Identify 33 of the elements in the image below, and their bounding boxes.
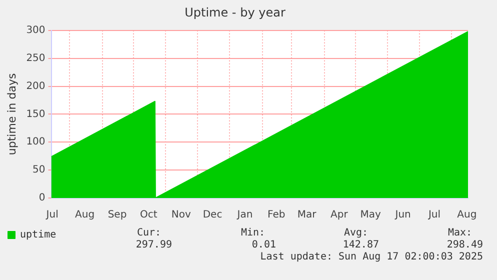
- x-tick-label: Aug: [75, 210, 95, 221]
- x-tick-label: Jul: [45, 210, 58, 221]
- text: Max:: [448, 228, 472, 239]
- x-tick-label: Aug: [457, 210, 477, 221]
- text: 142.87: [342, 240, 379, 251]
- text: Cur:: [137, 228, 162, 239]
- text: 0.01: [252, 240, 276, 251]
- x-tick-label: Nov: [171, 210, 191, 221]
- x-tick-label: Mar: [297, 210, 318, 221]
- y-tick-label: 300: [26, 24, 46, 36]
- x-tick-label: Sep: [108, 210, 127, 221]
- legend-label: uptime: [20, 230, 56, 241]
- x-tick-label: Apr: [330, 210, 349, 221]
- y-tick-label: 0: [38, 192, 46, 204]
- chart-title: Uptime - by year: [184, 5, 286, 20]
- y-tick-label: 150: [26, 108, 46, 120]
- x-tick-label: Dec: [202, 210, 222, 221]
- x-tick-label: Jan: [236, 210, 253, 221]
- y-tick-label: 200: [26, 80, 46, 92]
- text: Avg:: [344, 228, 368, 239]
- y-tick-label: 100: [26, 136, 46, 148]
- x-tick-label: Feb: [268, 210, 286, 221]
- y-tick-label: 250: [26, 52, 46, 64]
- text: 297.99: [136, 240, 172, 251]
- text: Last update: Sun Aug 17 02:00:03 2025: [260, 252, 483, 263]
- y-tick-label: 50: [32, 164, 46, 176]
- x-tick-label: Oct: [140, 210, 158, 221]
- x-tick-label: Jul: [427, 210, 441, 221]
- x-tick-label: May: [360, 210, 382, 221]
- text: 298.49: [446, 240, 483, 251]
- text: Min:: [241, 228, 266, 239]
- x-tick-label: Jun: [394, 210, 411, 221]
- y-axis-title: uptime in days: [5, 73, 18, 156]
